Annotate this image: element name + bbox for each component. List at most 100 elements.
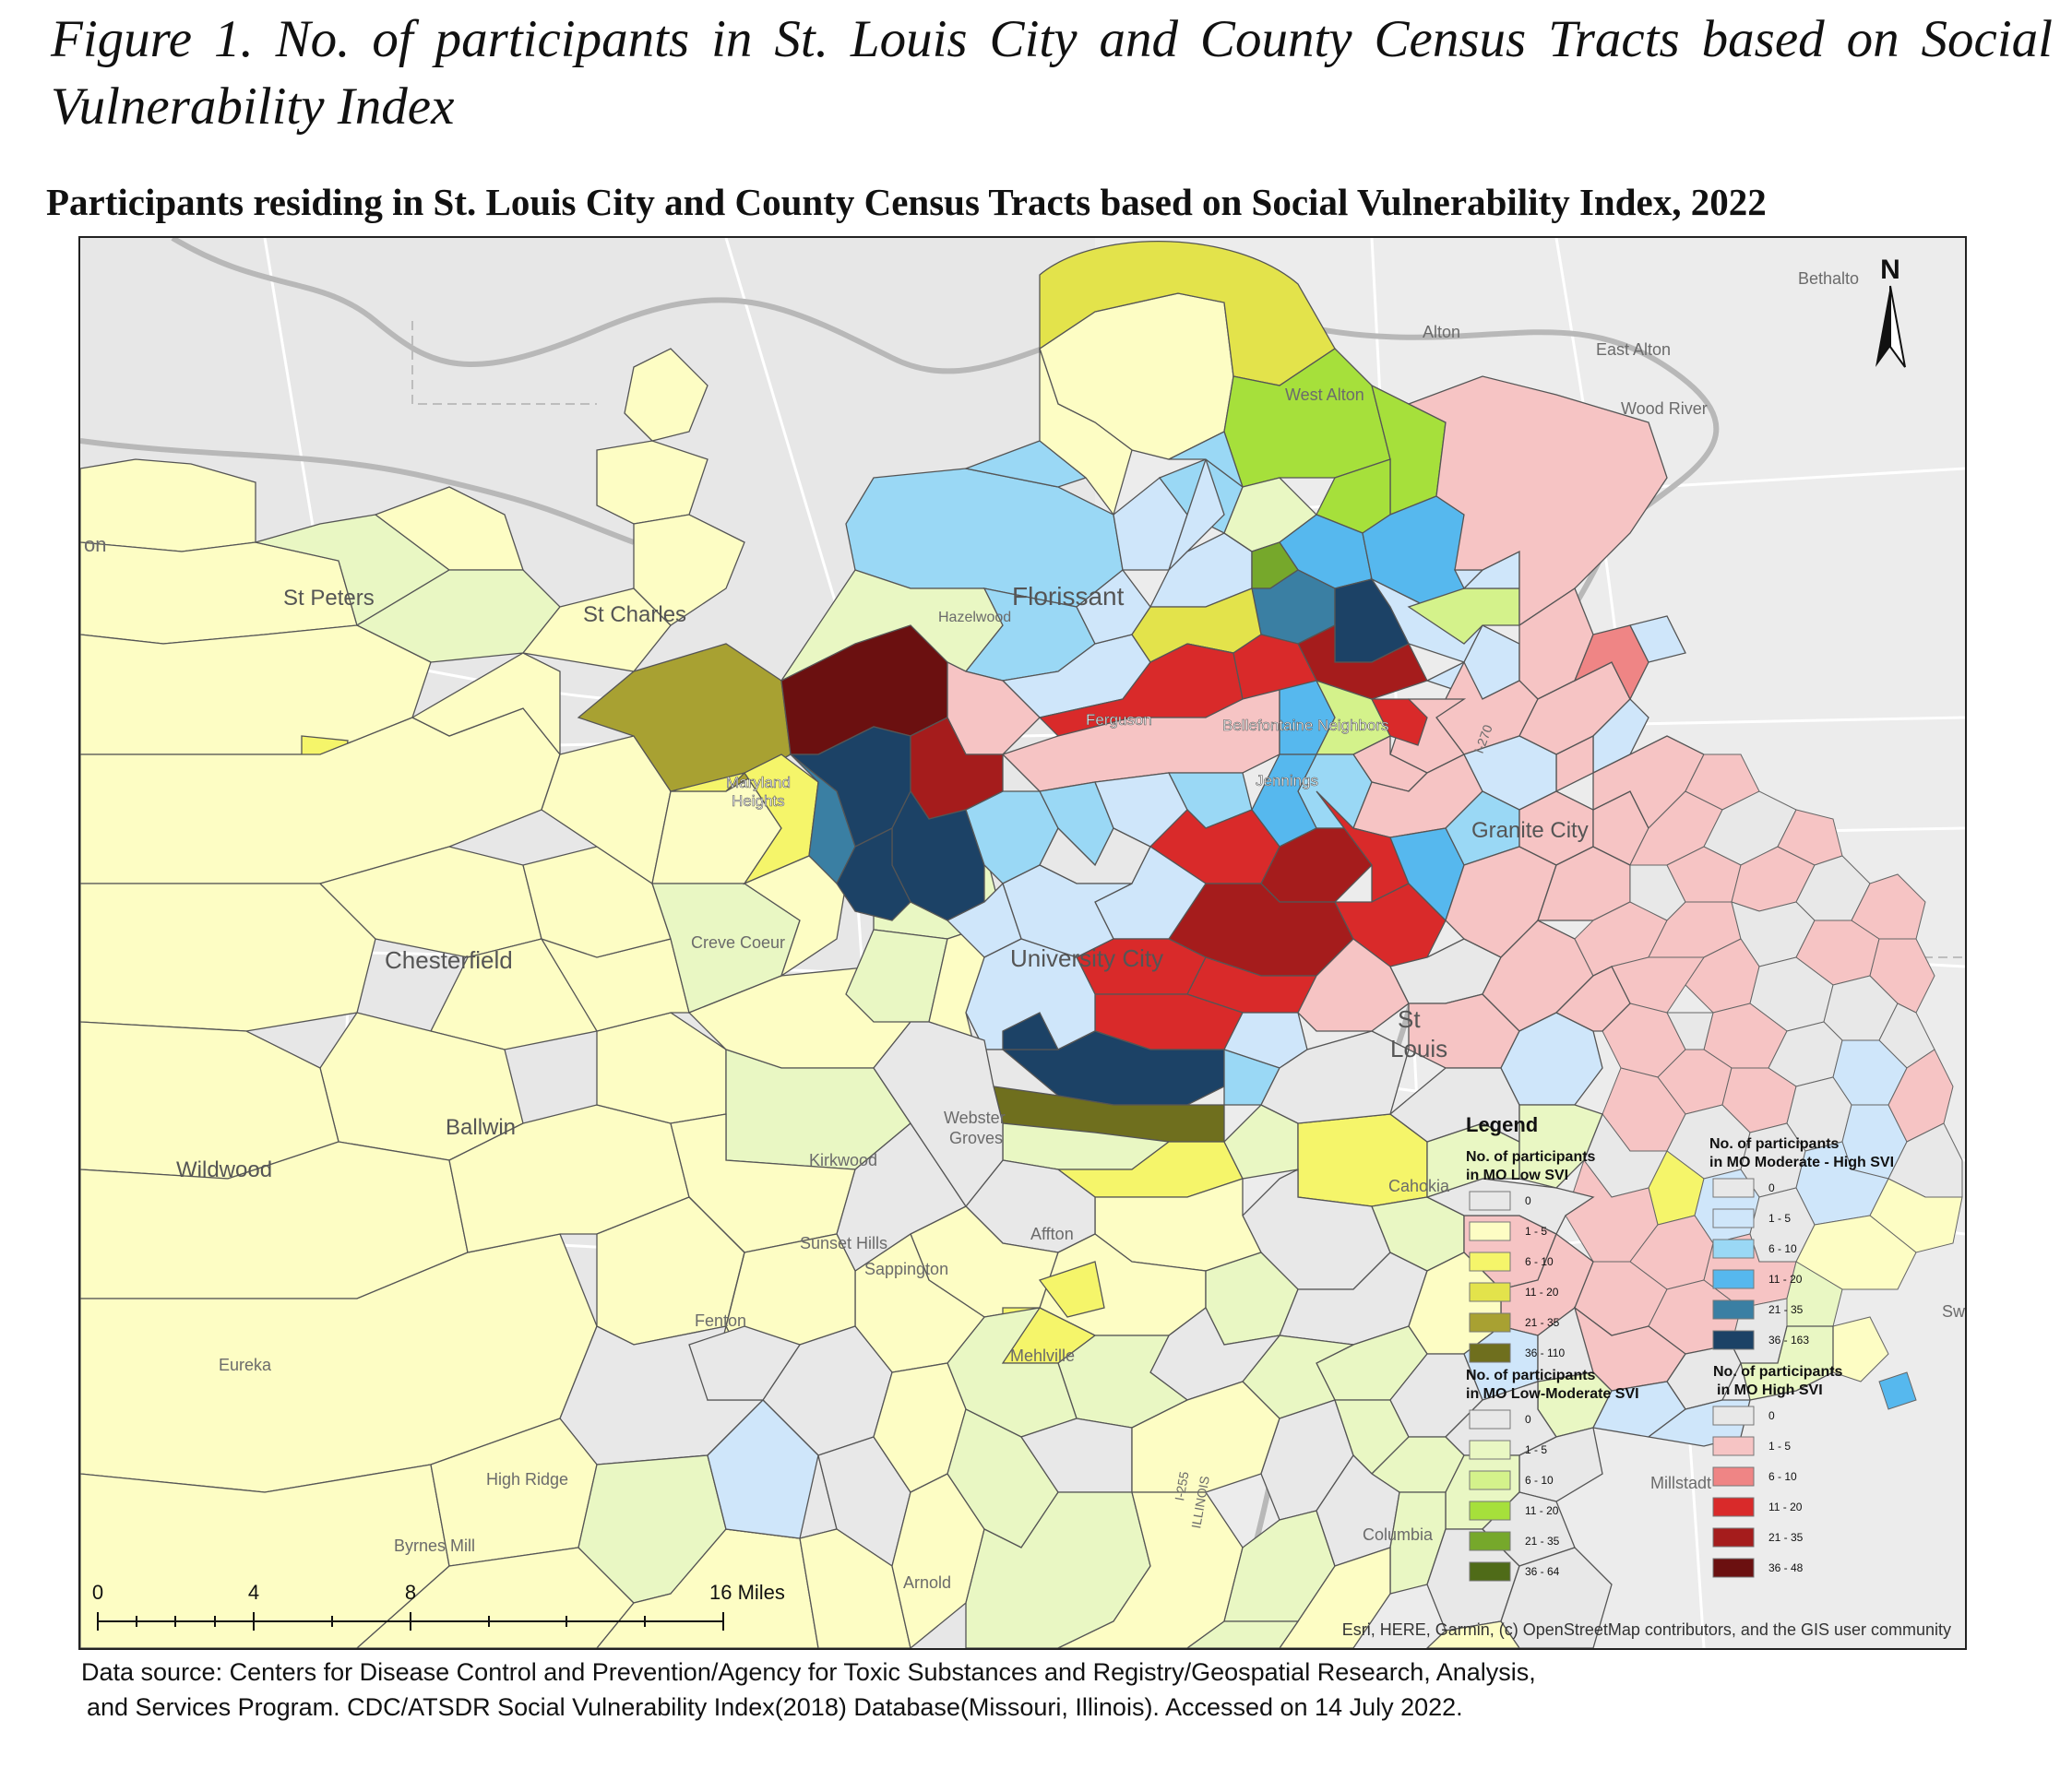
road-label-i255: I-255 [1172,1470,1191,1501]
scale-tick-16: 16 Miles [709,1581,785,1604]
legend-swatch [1469,1409,1511,1430]
legend-swatch [1712,1406,1755,1426]
legend-label: 11 - 20 [1525,1504,1559,1517]
legend-label: 21 - 35 [1525,1535,1560,1548]
legend-swatch [1712,1497,1755,1517]
legend-label: 36 - 48 [1768,1561,1804,1574]
data-source-note: Data source: Centers for Disease Control… [81,1655,2018,1725]
legend-group-title: No. of participants [1709,1136,1840,1152]
map-frame[interactable]: Bethalto Alton East Alton West Alton Woo… [78,236,1967,1650]
legend-swatch [1712,1466,1755,1487]
legend-label: 21 - 35 [1768,1303,1804,1316]
legend-swatch [1712,1239,1755,1259]
place-byrnes-mill: Byrnes Mill [394,1537,475,1555]
legend-group-subtitle: in MO High SVI [1717,1382,1823,1398]
legend-swatch [1469,1282,1511,1302]
place-st-peters: St Peters [283,586,375,611]
place-sunset-hills: Sunset Hills [800,1234,887,1252]
legend-label: 6 - 10 [1768,1242,1797,1255]
scale-tick-4: 4 [248,1581,259,1604]
place-ballwin: Ballwin [446,1115,516,1140]
place-cahokia: Cahokia [1388,1177,1450,1195]
legend-label: 0 [1768,1409,1775,1422]
place-bethalto: Bethalto [1798,269,1859,288]
scale-tick-8: 8 [405,1581,416,1604]
north-arrow: N [1876,255,1906,368]
legend-swatch [1712,1330,1755,1350]
place-hazelwood: Hazelwood [938,610,1011,625]
place-sappington: Sappington [864,1260,948,1278]
legend-label: 6 - 10 [1768,1470,1797,1483]
legend-group-subtitle: in MO Moderate - High SVI [1709,1155,1894,1170]
legend-group-moderate-high: No. of participants in MO Moderate - Hig… [1709,1136,1894,1350]
scale-bar: 0 4 8 16 Miles [92,1581,785,1631]
legend-label: 36 - 64 [1525,1565,1560,1578]
legend-label: 1 - 5 [1768,1440,1791,1453]
place-wood-river: Wood River [1621,399,1708,418]
place-fenton: Fenton [695,1311,746,1330]
legend-group-subtitle: in MO Low SVI [1466,1168,1568,1183]
place-st-louis-2: Louis [1390,1035,1447,1062]
legend-label: 1 - 5 [1768,1212,1791,1225]
legend-label: 11 - 20 [1768,1501,1803,1513]
legend-swatch [1712,1436,1755,1456]
legend-group-low: No. of participants in MO Low SVI 0 1 - … [1466,1149,1596,1363]
legend-swatch [1712,1527,1755,1548]
scale-tick-0: 0 [92,1581,103,1604]
legend-label: 11 - 20 [1768,1273,1803,1286]
map-attribution: Esri, HERE, Garmin, (c) OpenStreetMap co… [1342,1620,1951,1639]
legend-swatch [1712,1299,1755,1320]
place-webster-2: Groves [949,1129,1003,1147]
legend-swatch [1469,1191,1511,1211]
legend-label: 36 - 110 [1525,1347,1565,1359]
legend-swatch [1712,1208,1755,1228]
place-west-alton: West Alton [1285,386,1364,404]
map-title: Participants residing in St. Louis City … [46,181,1767,223]
legend-title: Legend [1466,1113,1538,1136]
legend-label: 11 - 20 [1525,1286,1559,1299]
scale-bar-ticks [97,1612,724,1631]
legend-swatch [1469,1221,1511,1241]
place-columbia: Columbia [1363,1525,1434,1544]
north-arrow-left-icon [1876,286,1890,367]
legend-label: 0 [1525,1413,1531,1426]
place-maryland-heights-1: Maryland [726,774,791,791]
place-east-alton: East Alton [1596,340,1671,359]
place-affton: Affton [1030,1225,1074,1243]
legend-swatch [1712,1269,1755,1289]
legend-label: 1 - 5 [1525,1443,1547,1456]
census-tracts [80,241,1963,1648]
place-st-charles: St Charles [583,602,686,627]
place-high-ridge: High Ridge [486,1470,568,1489]
place-millstadt: Millstadt [1650,1474,1711,1492]
legend-swatch [1469,1312,1511,1333]
place-ferguson: Ferguson [1086,711,1152,729]
legend-group-title: No. of participants [1466,1149,1596,1165]
place-florissant: Florissant [1012,582,1125,611]
legend-group-low-moderate: No. of participants in MO Low-Moderate S… [1466,1368,1639,1582]
legend-swatch [1469,1531,1511,1551]
legend-label: 36 - 163 [1768,1334,1809,1347]
legend-swatch [1712,1558,1755,1578]
place-maryland-heights-2: Heights [732,792,785,810]
legend-group-title: No. of participants [1713,1364,1843,1380]
place-on: on [84,533,106,556]
legend-label: 6 - 10 [1525,1255,1554,1268]
data-source-line-2: and Services Program. CDC/ATSDR Social V… [87,1693,1463,1721]
legend: Legend No. of participants in MO Low SVI… [1466,1113,1894,1582]
legend-label: 21 - 35 [1768,1531,1804,1544]
place-university-city: University City [1010,944,1163,972]
legend-group-high: No. of participants in MO High SVI 0 1 -… [1712,1364,1843,1578]
choropleth-map[interactable]: Bethalto Alton East Alton West Alton Woo… [80,238,1965,1648]
place-granite-city: Granite City [1471,818,1589,843]
place-sw: Sw [1942,1302,1965,1321]
place-chesterfield: Chesterfield [385,946,513,974]
place-eureka: Eureka [219,1356,272,1374]
legend-swatch [1469,1561,1511,1582]
place-creve-coeur: Creve Coeur [691,933,785,952]
legend-swatch [1712,1178,1755,1198]
place-mehlville: Mehlville [1010,1347,1075,1365]
place-jennings: Jennings [1256,772,1318,789]
legend-swatch [1469,1252,1511,1272]
place-kirkwood: Kirkwood [809,1151,877,1169]
